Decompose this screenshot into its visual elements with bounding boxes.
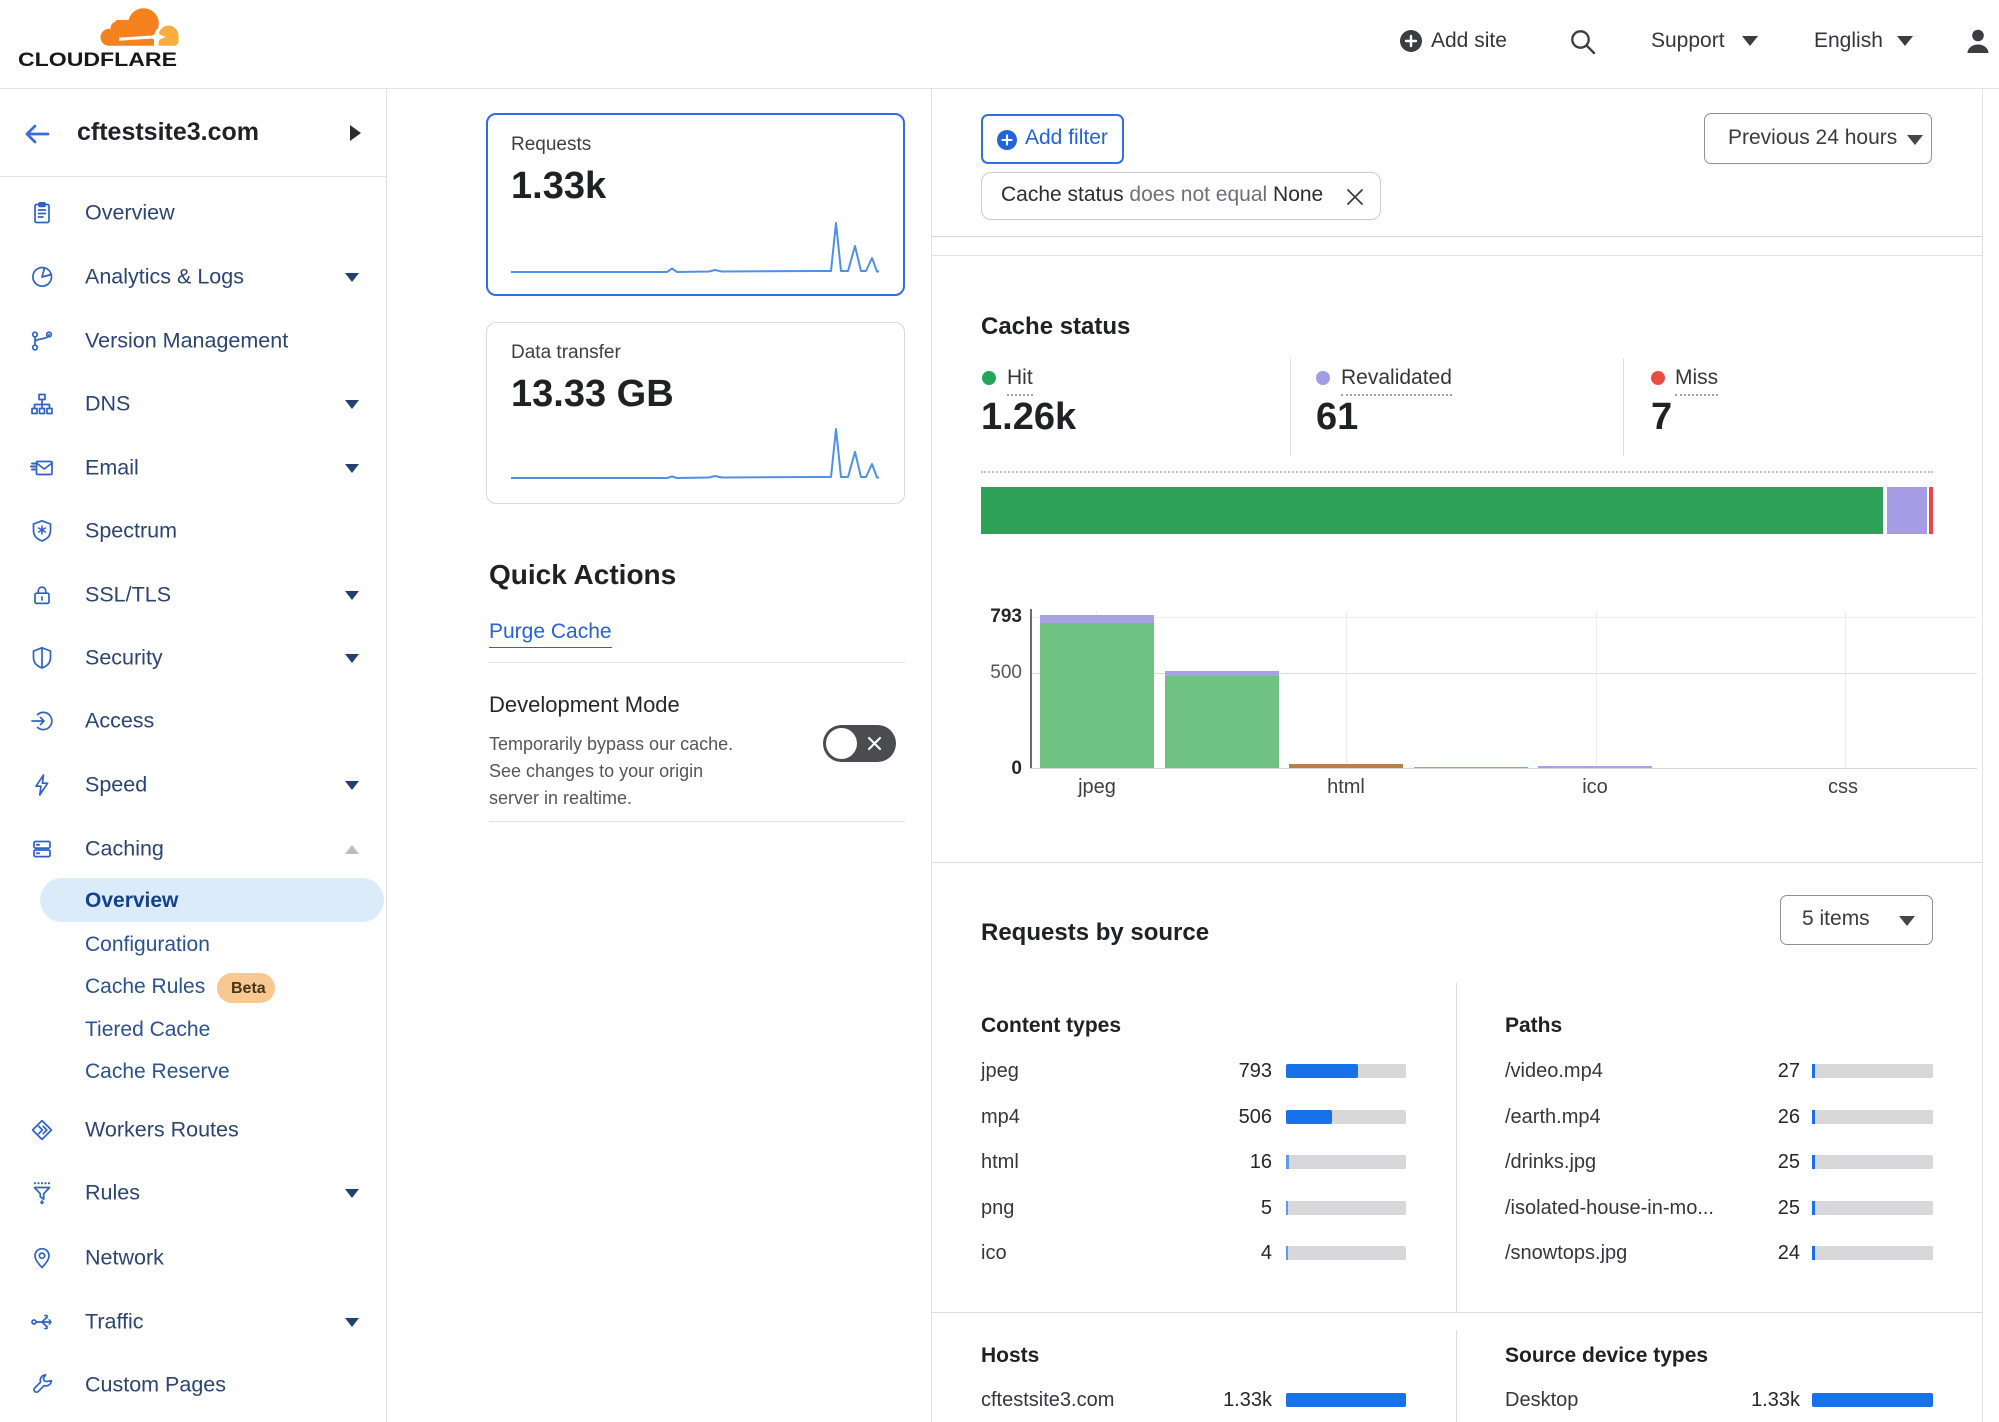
svg-text:CLOUDFLARE: CLOUDFLARE [18,49,177,70]
